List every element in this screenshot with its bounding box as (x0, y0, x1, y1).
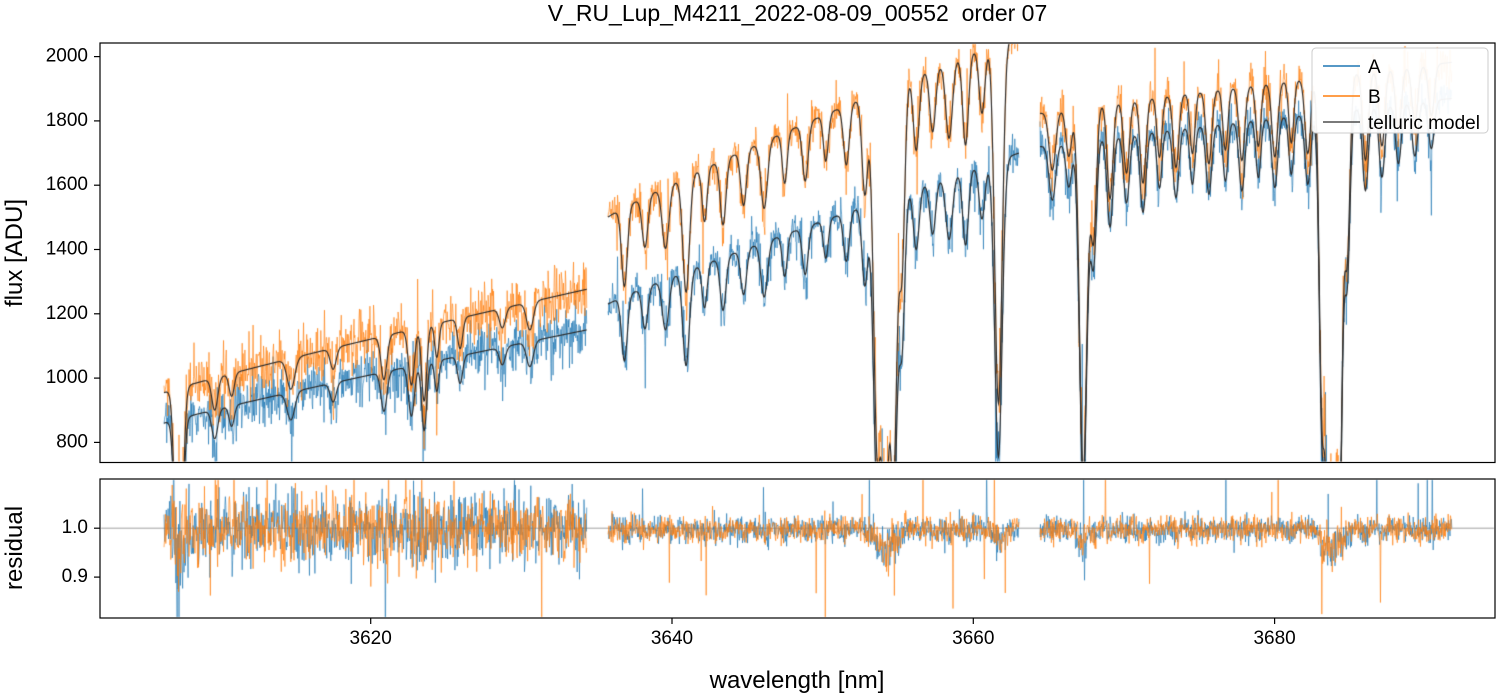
svg-text:A: A (1368, 57, 1381, 78)
svg-text:telluric model: telluric model (1368, 113, 1480, 134)
svg-text:B: B (1368, 87, 1381, 108)
